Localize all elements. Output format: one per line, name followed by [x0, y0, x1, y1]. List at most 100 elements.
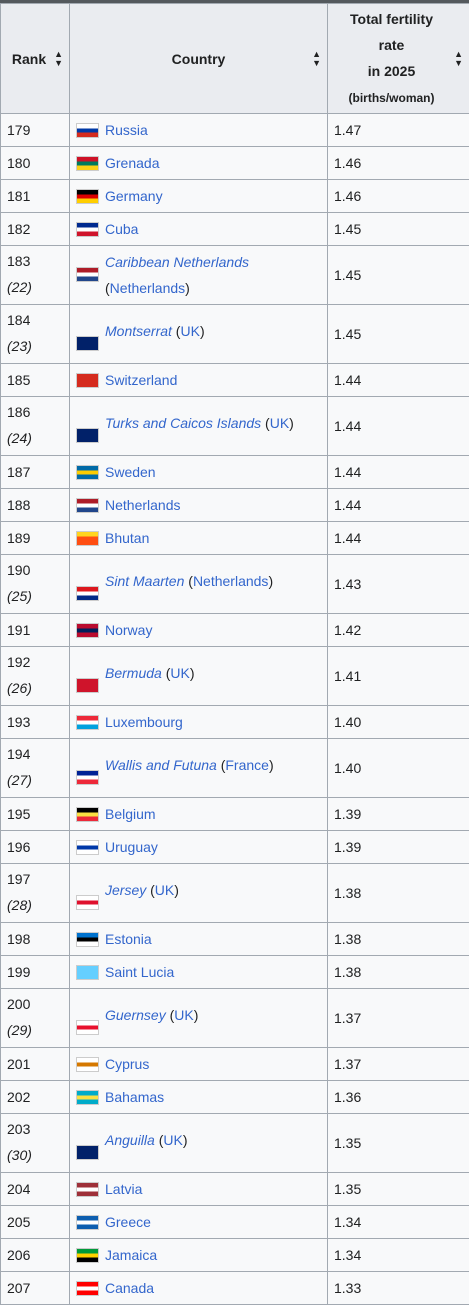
- table-row: 202 Bahamas 1.36: [0, 1080, 469, 1114]
- country-link[interactable]: Greece: [105, 1214, 151, 1230]
- territory-rank: (26): [7, 680, 32, 696]
- territory-rank: (28): [7, 897, 32, 913]
- rate-header-unit: (births/woman): [348, 91, 435, 105]
- table-row: 187 Sweden 1.44: [0, 455, 469, 489]
- rank-value: 183: [7, 253, 31, 269]
- fertility-rate-cell: 1.37: [327, 1047, 469, 1081]
- rank-value: 205: [7, 1214, 31, 1230]
- parent-country-link[interactable]: Netherlands: [109, 280, 186, 296]
- rank-value: 203: [7, 1121, 31, 1137]
- territory-rank: (27): [7, 772, 32, 788]
- rank-column-header[interactable]: Rank ▲ ▼: [0, 3, 70, 114]
- country-link[interactable]: Caribbean Netherlands: [105, 254, 249, 270]
- fertility-rate-value: 1.35: [334, 1135, 362, 1151]
- uruguay-flag-icon: [76, 840, 99, 855]
- country-link[interactable]: Russia: [105, 122, 148, 138]
- rank-cell: 195: [0, 797, 70, 831]
- parent-country-link[interactable]: UK: [163, 1131, 183, 1148]
- country-link[interactable]: Montserrat: [105, 322, 172, 339]
- rank-cell: 188: [0, 488, 70, 522]
- country-link[interactable]: Uruguay: [105, 839, 158, 855]
- parent-country-link[interactable]: UK: [154, 881, 175, 898]
- fertility-rate-value: 1.46: [334, 188, 362, 204]
- table-row: 205 Greece 1.34: [0, 1205, 469, 1239]
- country-link[interactable]: Turks and Caicos Islands: [105, 414, 262, 431]
- fertility-rate-cell: 1.35: [327, 1113, 469, 1173]
- country-link[interactable]: Jersey: [105, 881, 147, 898]
- table-row: 203 (30) Anguilla (UK) 1.35: [0, 1113, 469, 1173]
- territory-rank: (24): [7, 430, 32, 446]
- netherlands-flag-icon: [76, 498, 99, 513]
- netherlands-flag-icon: [76, 267, 99, 282]
- sort-icon[interactable]: ▲ ▼: [312, 48, 321, 68]
- rank-cell: 204: [0, 1172, 70, 1206]
- rank-value: 186: [7, 404, 31, 420]
- country-cell: Saint Lucia: [69, 955, 328, 989]
- country-link[interactable]: Anguilla: [105, 1131, 155, 1148]
- country-link[interactable]: Bhutan: [105, 530, 150, 546]
- rank-value: 197: [7, 871, 31, 887]
- country-link[interactable]: Bermuda: [105, 664, 162, 681]
- france-flag-icon: [76, 769, 99, 785]
- estonia-flag-icon: [76, 932, 99, 947]
- fertility-rate-value: 1.44: [334, 497, 362, 513]
- table-row: 179 Russia 1.47: [0, 113, 469, 147]
- country-link[interactable]: Jamaica: [105, 1247, 158, 1263]
- country-link[interactable]: Switzerland: [105, 372, 178, 388]
- rank-cell: 189: [0, 521, 70, 555]
- country-link[interactable]: Estonia: [105, 931, 152, 947]
- rate-column-header[interactable]: Total fertility rate in 2025 (births/wom…: [327, 3, 469, 114]
- country-cell: Latvia: [69, 1172, 328, 1206]
- country-link[interactable]: Cuba: [105, 221, 139, 237]
- country-link[interactable]: Germany: [105, 188, 163, 204]
- rank-cell: 181: [0, 179, 70, 213]
- table-row: 196 Uruguay 1.39: [0, 830, 469, 864]
- rank-value: 196: [7, 839, 31, 855]
- country-cell: Turks and Caicos Islands (UK): [69, 396, 328, 456]
- country-link[interactable]: Grenada: [105, 155, 160, 171]
- country-link[interactable]: Cyprus: [105, 1056, 150, 1072]
- country-column-header[interactable]: Country ▲ ▼: [69, 3, 328, 114]
- fertility-rate-value: 1.37: [334, 1056, 362, 1072]
- country-cell: Estonia: [69, 922, 328, 956]
- country-cell: Caribbean Netherlands (Netherlands): [69, 245, 328, 305]
- table-row: 204 Latvia 1.35: [0, 1172, 469, 1206]
- fertility-table: Rank ▲ ▼ Country ▲ ▼ Total fertility rate: [0, 3, 469, 1305]
- jamaica-flag-icon: [76, 1248, 99, 1263]
- guernsey-flag-icon: [76, 1019, 99, 1035]
- country-link[interactable]: Belgium: [105, 806, 156, 822]
- parent-country-link[interactable]: UK: [269, 414, 290, 431]
- rank-cell: 203 (30): [0, 1113, 70, 1173]
- table-row: 191 Norway 1.42: [0, 613, 469, 647]
- country-cell: Sweden: [69, 455, 328, 489]
- rank-cell: 205: [0, 1205, 70, 1239]
- rank-cell: 194 (27): [0, 738, 70, 798]
- country-link[interactable]: Saint Lucia: [105, 964, 175, 980]
- parent-country-link[interactable]: France: [225, 756, 269, 773]
- country-link[interactable]: Canada: [105, 1280, 155, 1296]
- parent-country-link[interactable]: Netherlands: [192, 572, 269, 589]
- country-cell: Switzerland: [69, 363, 328, 397]
- table-row: 185 Switzerland 1.44: [0, 363, 469, 397]
- country-link[interactable]: Guernsey: [105, 1006, 166, 1023]
- table-row: 198 Estonia 1.38: [0, 922, 469, 956]
- country-cell: Canada: [69, 1271, 328, 1305]
- fertility-rate-value: 1.44: [334, 530, 362, 546]
- sort-icon[interactable]: ▲ ▼: [454, 48, 463, 68]
- rank-value: 185: [7, 372, 31, 388]
- sort-icon[interactable]: ▲ ▼: [54, 48, 63, 68]
- parent-country-link[interactable]: UK: [180, 322, 200, 339]
- parent-country-link[interactable]: UK: [170, 664, 190, 681]
- country-link[interactable]: Wallis and Futuna: [105, 756, 217, 773]
- country-link[interactable]: Sint Maarten: [105, 572, 185, 589]
- country-link[interactable]: Norway: [105, 622, 153, 638]
- parent-country-link[interactable]: UK: [174, 1006, 194, 1023]
- country-link[interactable]: Sweden: [105, 464, 156, 480]
- country-link[interactable]: Luxembourg: [105, 714, 183, 730]
- country-link[interactable]: Netherlands: [105, 497, 181, 513]
- country-link[interactable]: Latvia: [105, 1181, 143, 1197]
- country-link[interactable]: Bahamas: [105, 1089, 165, 1105]
- fertility-rate-cell: 1.44: [327, 488, 469, 522]
- fertility-rate-value: 1.33: [334, 1280, 362, 1296]
